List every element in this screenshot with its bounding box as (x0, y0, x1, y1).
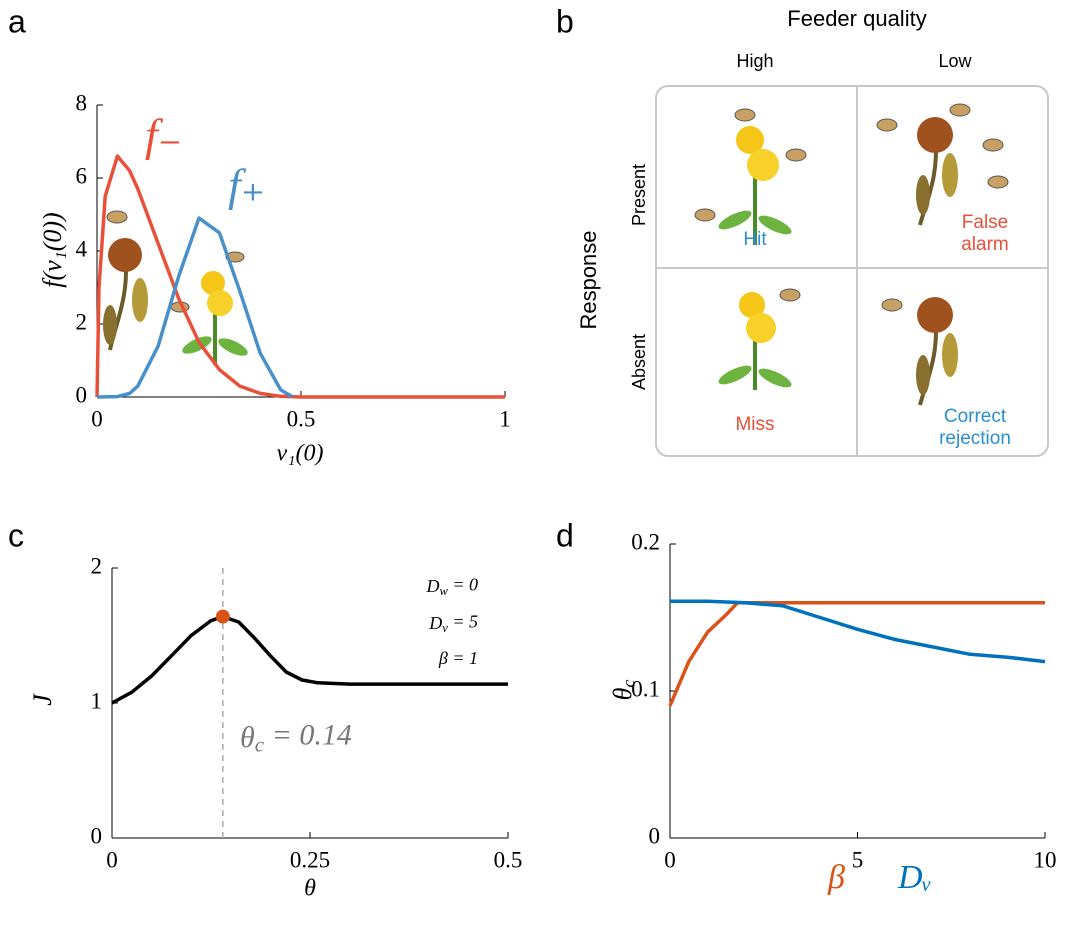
y-axis-label: J (28, 693, 57, 706)
cell-label: False alarm (961, 212, 1009, 255)
annotation-part: θ (240, 721, 255, 754)
row-header: Present (629, 164, 649, 226)
y-tick-label: 8 (76, 90, 88, 115)
column-header: High (736, 51, 773, 71)
dandelion-icon (718, 292, 792, 390)
y-tick-label: 1 (91, 688, 103, 713)
x-tick-label: 0 (91, 406, 103, 431)
annotation: Dw = 0 (425, 575, 478, 598)
annotation-part: = 5 (448, 612, 478, 632)
data-line (96, 216, 294, 399)
y-tick-label: 2 (76, 309, 88, 334)
legend-label: f₋ (145, 110, 182, 161)
panel-label: a (8, 3, 26, 39)
x-tick-label: 0.5 (494, 847, 523, 872)
y-tick-label: 2 (91, 553, 103, 578)
legend-label: f₊ (228, 160, 265, 211)
x-tick-label: 0.25 (290, 847, 330, 872)
x-tick-label: 10 (1034, 847, 1057, 872)
annotation-part: w (439, 584, 448, 598)
optimum-point (215, 609, 230, 624)
x-tick-label: 0 (106, 847, 118, 872)
annotation: θc = 0.14 (240, 718, 352, 756)
panel-label: c (8, 517, 24, 553)
y-axis-label-part: c (619, 680, 639, 688)
annotation: β = 1 (438, 648, 478, 668)
confusion-diagram: Feeder quality High Low Response Present… (576, 6, 1049, 457)
grid-box (655, 85, 1049, 457)
annotation-part: c (255, 732, 265, 756)
row-header: Absent (629, 334, 649, 390)
y-axis-label-part: θ (608, 687, 637, 700)
y-tick-label: 0.1 (631, 676, 660, 701)
data-line (95, 154, 505, 399)
panel-label: b (556, 3, 574, 39)
x-tick-label: 1 (499, 406, 511, 431)
annotation-part: D (428, 613, 442, 633)
y-tick-label: 0.2 (631, 529, 660, 554)
y-tick-label: 4 (76, 236, 88, 261)
x-axis-label: v₁(0) (277, 441, 324, 467)
annotation-part: D (425, 576, 439, 596)
annotation-part: = 0.14 (264, 718, 352, 751)
annotation-part: = 0 (448, 575, 478, 595)
y-tick-label: 0 (649, 823, 661, 848)
dandelion-icon (170, 251, 248, 365)
data-line (111, 614, 508, 705)
cell-label: Hit (743, 229, 767, 250)
cell-label: Miss (735, 414, 774, 435)
bee-icons (694, 103, 1009, 312)
annotation-part: β = 1 (438, 648, 478, 668)
y-tick-label: 0 (91, 823, 103, 848)
withered-icon (103, 210, 148, 351)
y-tick-label: 0 (76, 382, 88, 407)
y-axis-label: f(v₁(0)) (38, 212, 67, 287)
x-axis-label: θ (304, 876, 316, 902)
panel-label: d (556, 517, 574, 553)
x-tick-label: 0.5 (287, 406, 316, 431)
column-header: Low (938, 51, 972, 71)
withered-icon (916, 117, 958, 226)
row-title: Response (576, 230, 601, 329)
annotation: Dv = 5 (428, 612, 478, 635)
annotation-part: v (442, 621, 448, 635)
legend-label: β (827, 859, 845, 896)
data-line (670, 599, 1046, 664)
dandelion-icon (718, 126, 792, 245)
y-axis-label: θc (608, 680, 639, 701)
data-line (668, 601, 1045, 707)
y-tick-label: 6 (76, 163, 88, 188)
x-tick-label: 5 (852, 847, 864, 872)
cell-label: Correct rejection (939, 406, 1011, 449)
withered-icon (916, 297, 958, 406)
x-tick-label: 0 (664, 847, 676, 872)
legend-label: Dᵥ (897, 859, 932, 896)
diagram-title: Feeder quality (787, 6, 926, 31)
